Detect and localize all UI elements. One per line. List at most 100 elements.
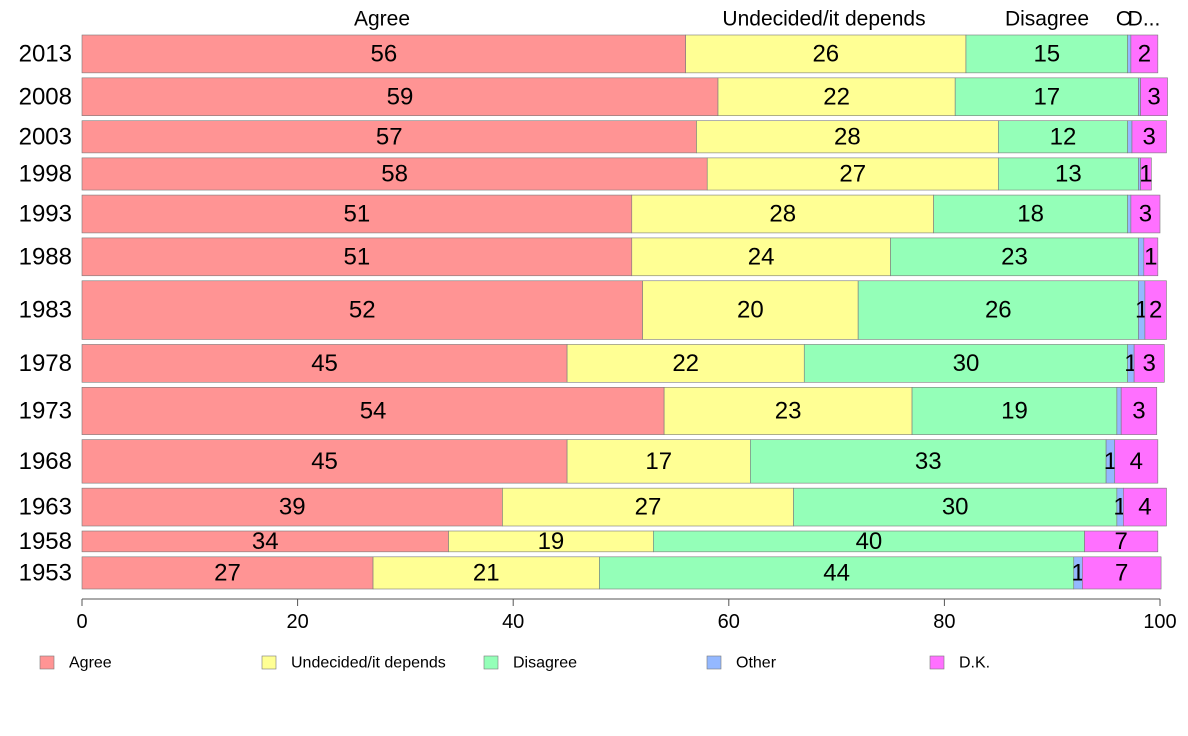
value-label-1983-undecided-it-depends: 20 (737, 297, 764, 324)
bar-2008-d-k (1140, 77, 1168, 117)
value-label-2003-d-k: 3 (1143, 123, 1156, 150)
value-label-1963-undecided-it-depends: 27 (635, 494, 662, 521)
year-label-1963: 1963 (19, 494, 72, 521)
bar-1988-disagree (890, 237, 1139, 277)
top-label-d: D... (1128, 8, 1161, 31)
year-labels: 2013 2008 2003 1998 1993 1988 1983 1978 1973 1968… (19, 40, 72, 586)
bar-1983-d-k (1144, 280, 1167, 340)
bar-2013-undecided-it-depends (685, 34, 967, 74)
bar-1963-d-k (1123, 487, 1167, 527)
top-label-undecided-it-depends: Undecided/it depends (722, 8, 925, 31)
value-label-1988-d-k: 1 (1144, 243, 1157, 270)
value-label-1973-d-k: 3 (1132, 397, 1145, 424)
bar-2008-disagree (954, 77, 1139, 117)
x-tick-label-100: 100 (1143, 611, 1176, 633)
bar-1993-agree (81, 194, 633, 234)
year-label-1953: 1953 (19, 559, 72, 586)
value-label-1993-disagree: 18 (1017, 200, 1044, 227)
value-label-1993-undecided-it-depends: 28 (769, 200, 796, 227)
value-label-1993-d-k: 3 (1139, 200, 1152, 227)
bar-1963-undecided-it-depends (502, 487, 794, 527)
bar-1968-disagree (750, 439, 1107, 484)
bar-2013-d-k (1130, 34, 1159, 74)
value-label-1973-undecided-it-depends: 23 (775, 397, 802, 424)
bar-1993-undecided-it-depends (631, 194, 934, 234)
bar-1973-other (1116, 386, 1122, 435)
legend-label-agree: Agree (69, 655, 112, 672)
bar-1998-d-k (1140, 157, 1152, 191)
legend: Agree Undecided/it depends Disagree Other D.… (39, 655, 990, 672)
bar-2003-disagree (997, 120, 1128, 154)
legend-label-undecided-it-depends: Undecided/it depends (291, 655, 446, 672)
legend-swatch-disagree (483, 655, 499, 670)
value-label-1968-agree: 45 (311, 448, 338, 475)
legend-swatch-d-k (929, 655, 945, 670)
value-label-2003-agree: 57 (376, 123, 403, 150)
bar-1998-disagree (997, 157, 1139, 191)
value-label-1963-agree: 39 (279, 494, 306, 521)
value-label-1963-disagree: 30 (942, 494, 969, 521)
value-label-2003-disagree: 12 (1050, 123, 1077, 150)
bar-2008-undecided-it-depends (717, 77, 956, 117)
value-label-1968-undecided-it-depends: 17 (645, 448, 672, 475)
value-label-1978-agree: 45 (311, 350, 338, 377)
value-label-1983-agree: 52 (349, 297, 376, 324)
value-label-1968-disagree: 33 (915, 448, 942, 475)
bar-1983-agree (81, 280, 643, 340)
bar-1973-d-k (1120, 386, 1158, 435)
value-label-2013-undecided-it-depends: 26 (812, 40, 839, 67)
x-tick-label-60: 60 (718, 611, 740, 633)
value-label-1988-disagree: 23 (1001, 243, 1028, 270)
value-label-2013-disagree: 15 (1033, 40, 1060, 67)
x-tick-label-20: 20 (286, 611, 308, 633)
value-label-1953-agree: 27 (214, 559, 241, 586)
legend-swatch-agree (39, 655, 55, 670)
bar-2013-other (1127, 34, 1132, 74)
bar-1953-d-k (1082, 556, 1162, 590)
year-label-1978: 1978 (19, 350, 72, 377)
year-label-1998: 1998 (19, 160, 72, 187)
value-label-1983-d-k: 2 (1149, 297, 1162, 324)
value-label-1958-d-k: 7 (1115, 528, 1128, 555)
year-label-2013: 2013 (19, 40, 72, 67)
value-label-1998-disagree: 13 (1055, 160, 1082, 187)
value-label-1978-undecided-it-depends: 22 (672, 350, 699, 377)
value-label-2013-d-k: 2 (1138, 40, 1151, 67)
value-label-1988-undecided-it-depends: 24 (748, 243, 775, 270)
bar-2003-undecided-it-depends (696, 120, 999, 154)
x-tick-label-80: 80 (933, 611, 955, 633)
value-label-1998-agree: 58 (381, 160, 408, 187)
value-label-1958-undecided-it-depends: 19 (538, 528, 565, 555)
year-label-1958: 1958 (19, 528, 72, 555)
value-label-1953-d-k: 7 (1115, 559, 1128, 586)
bar-1973-undecided-it-depends (663, 386, 913, 435)
value-label-1988-agree: 51 (344, 243, 371, 270)
bar-1993-disagree (933, 194, 1128, 234)
top-column-labels: Agree Undecided/it depends Disagree OD... (354, 8, 1160, 31)
bar-1998-undecided-it-depends (706, 157, 999, 191)
bars-area: 56 26 15 259 22 17 357 28 12 358 27 13 151 28 18 351 24 2… (81, 34, 1168, 590)
bar-1953-disagree (599, 556, 1075, 590)
year-label-2003: 2003 (19, 123, 72, 150)
bar-1988-agree (81, 237, 633, 277)
value-label-1963-d-k: 4 (1138, 494, 1151, 521)
value-label-1998-d-k: 1 (1139, 160, 1152, 187)
bar-2003-agree (81, 120, 697, 154)
legend-swatch-undecided-it-depends (261, 655, 277, 670)
bar-1978-agree (81, 344, 568, 383)
bar-2003-other (1127, 120, 1133, 154)
bar-1993-other (1127, 194, 1132, 234)
bar-1978-d-k (1133, 344, 1165, 383)
top-label-disagree: Disagree (1005, 8, 1089, 31)
value-label-1958-disagree: 40 (856, 528, 883, 555)
bar-1958-d-k (1084, 530, 1159, 553)
value-label-1973-disagree: 19 (1001, 397, 1028, 424)
year-label-1983: 1983 (19, 297, 72, 324)
bar-1978-disagree (803, 344, 1128, 383)
x-axis: 0 20 40 60 80 100 (76, 598, 1177, 633)
top-label-agree: Agree (354, 8, 410, 31)
bar-1953-agree (81, 556, 374, 590)
value-label-1968-other: 1 (1104, 448, 1117, 475)
bar-2003-d-k (1131, 120, 1167, 154)
value-label-2008-disagree: 17 (1033, 83, 1060, 110)
